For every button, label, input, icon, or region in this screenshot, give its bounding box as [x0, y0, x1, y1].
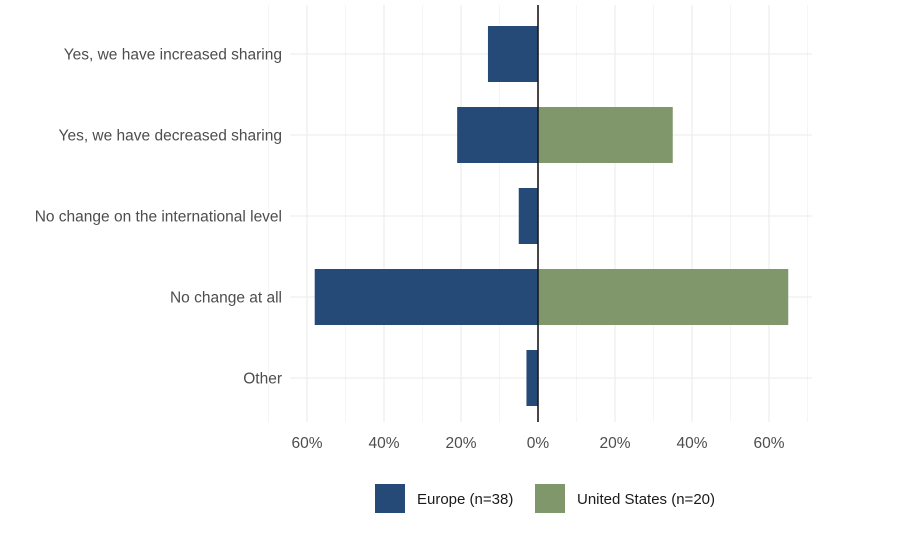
bars	[314, 26, 789, 406]
category-labels: Yes, we have increased sharing Yes, we ha…	[35, 47, 282, 388]
category-label: No change at all	[170, 290, 282, 307]
x-tick-label: 20%	[599, 435, 630, 452]
bar-europe	[457, 107, 538, 163]
x-axis-tick-labels: 60% 40% 20% 0% 20% 40% 60%	[291, 435, 784, 452]
category-label: No change on the international level	[35, 209, 282, 226]
grid-lines	[268, 5, 812, 422]
x-tick-label: 40%	[676, 435, 707, 452]
legend-label: United States (n=20)	[577, 491, 715, 508]
legend-label: Europe (n=38)	[417, 491, 513, 508]
x-tick-label: 60%	[753, 435, 784, 452]
category-label: Yes, we have increased sharing	[64, 47, 282, 64]
x-tick-label: 20%	[445, 435, 476, 452]
category-label: Yes, we have decreased sharing	[59, 128, 282, 145]
legend-swatch	[535, 484, 565, 513]
category-label: Other	[243, 371, 282, 388]
bar-europe	[526, 350, 538, 406]
x-tick-label: 40%	[368, 435, 399, 452]
bar-europe	[487, 26, 538, 82]
bar-united-states	[538, 107, 673, 163]
bar-europe	[314, 269, 538, 325]
x-tick-label: 60%	[291, 435, 322, 452]
bar-europe	[518, 188, 538, 244]
legend: Europe (n=38) United States (n=20)	[375, 484, 715, 513]
bar-united-states	[538, 269, 789, 325]
x-tick-label: 0%	[527, 435, 550, 452]
legend-swatch	[375, 484, 405, 513]
